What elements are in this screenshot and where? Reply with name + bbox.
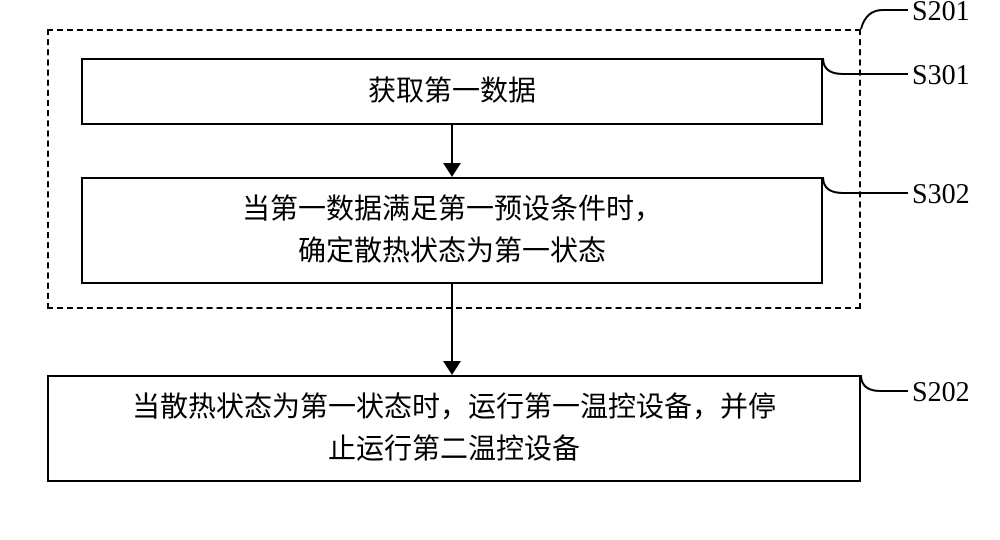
node-s301-text: 获取第一数据 <box>368 71 536 113</box>
node-s302-line2: 确定散热状态为第一状态 <box>242 231 662 273</box>
label-s201: S201 <box>912 0 970 28</box>
node-s202-line2: 止运行第二温控设备 <box>132 429 776 471</box>
leader-s301 <box>823 58 911 78</box>
node-s302-text: 当第一数据满足第一预设条件时， 确定散热状态为第一状态 <box>242 189 662 273</box>
arrow-s301-s302 <box>452 125 453 177</box>
leader-s302 <box>823 177 911 197</box>
node-s202-text: 当散热状态为第一状态时，运行第一温控设备，并停 止运行第二温控设备 <box>132 387 776 471</box>
diagram-canvas: 获取第一数据 当第一数据满足第一预设条件时， 确定散热状态为第一状态 当散热状态… <box>0 0 1000 540</box>
leader-s201 <box>861 10 911 35</box>
arrow-s302-s202 <box>452 284 453 375</box>
leader-s202 <box>861 375 911 395</box>
label-s301: S301 <box>912 60 970 92</box>
node-s202: 当散热状态为第一状态时，运行第一温控设备，并停 止运行第二温控设备 <box>47 375 861 482</box>
node-s301: 获取第一数据 <box>81 58 823 125</box>
node-s302: 当第一数据满足第一预设条件时， 确定散热状态为第一状态 <box>81 177 823 284</box>
label-s202: S202 <box>912 377 970 409</box>
node-s302-line1: 当第一数据满足第一预设条件时， <box>242 189 662 231</box>
node-s202-line1: 当散热状态为第一状态时，运行第一温控设备，并停 <box>132 387 776 429</box>
label-s302: S302 <box>912 179 970 211</box>
